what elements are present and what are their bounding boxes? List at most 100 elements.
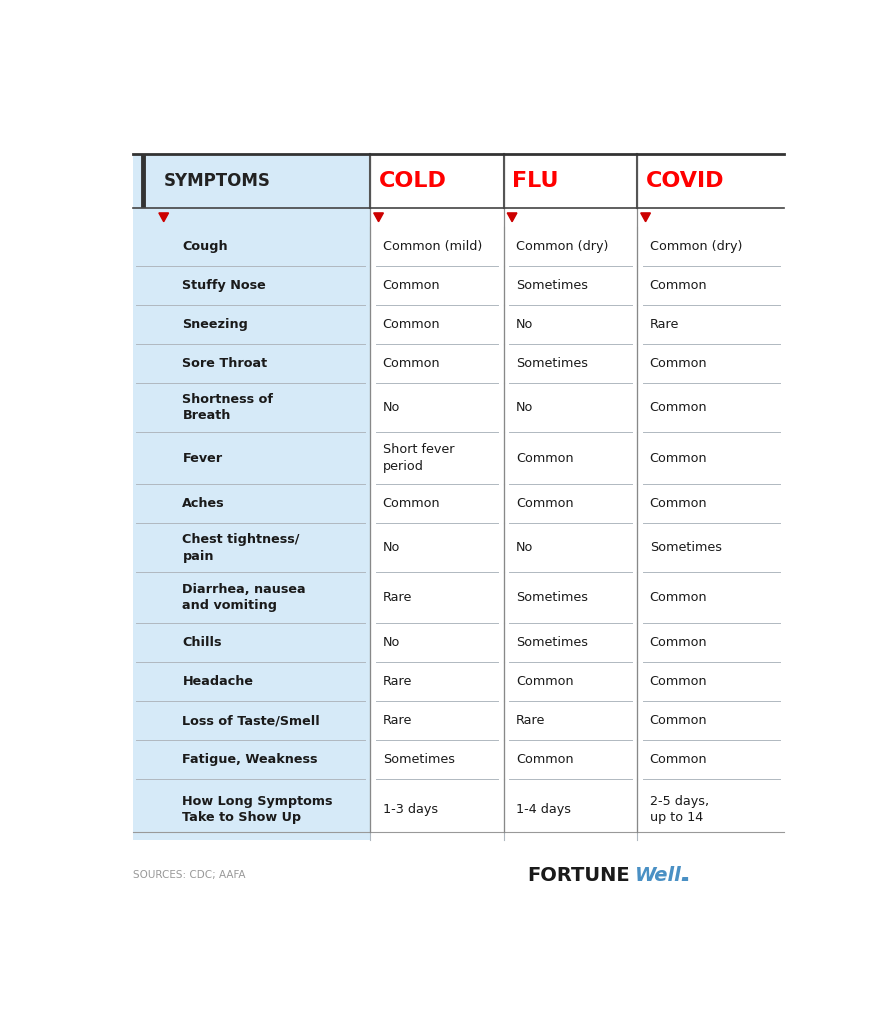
- Text: Shortness of
Breath: Shortness of Breath: [182, 393, 274, 422]
- Bar: [370, 623, 784, 662]
- Bar: [132, 780, 370, 840]
- Text: Common: Common: [516, 675, 574, 688]
- Text: Short fever
period: Short fever period: [383, 443, 454, 473]
- Text: Sneezing: Sneezing: [182, 318, 249, 331]
- Bar: [370, 208, 784, 227]
- Bar: [132, 701, 370, 740]
- Text: Stuffy Nose: Stuffy Nose: [182, 279, 266, 292]
- Text: COVID: COVID: [645, 171, 724, 191]
- Text: 2-5 days,
up to 14: 2-5 days, up to 14: [650, 795, 709, 825]
- Text: No: No: [383, 636, 401, 649]
- Text: Rare: Rare: [516, 714, 545, 727]
- Text: Sometimes: Sometimes: [516, 279, 588, 292]
- Bar: [132, 208, 370, 227]
- Text: Common: Common: [383, 357, 441, 370]
- Text: Common (mild): Common (mild): [383, 240, 482, 253]
- Bar: [370, 701, 784, 740]
- Text: Common: Common: [650, 279, 707, 292]
- Polygon shape: [641, 213, 651, 222]
- Bar: [370, 344, 784, 383]
- Text: Headache: Headache: [182, 675, 253, 688]
- Text: Common: Common: [650, 636, 707, 649]
- Bar: [132, 572, 370, 623]
- Text: No: No: [383, 401, 401, 414]
- Polygon shape: [507, 213, 517, 222]
- Bar: [132, 524, 370, 572]
- Bar: [132, 266, 370, 305]
- Text: Common: Common: [650, 497, 707, 510]
- Bar: [370, 740, 784, 780]
- Bar: [132, 485, 370, 524]
- Text: Chest tightness/
pain: Chest tightness/ pain: [182, 533, 299, 563]
- Polygon shape: [159, 213, 169, 222]
- Text: Common: Common: [650, 753, 707, 766]
- Text: Common (dry): Common (dry): [650, 240, 742, 253]
- Text: Common: Common: [650, 675, 707, 688]
- Text: No: No: [516, 318, 534, 331]
- Text: Common: Common: [650, 357, 707, 370]
- Polygon shape: [374, 213, 384, 222]
- Text: Common: Common: [650, 591, 707, 605]
- Text: Aches: Aches: [182, 497, 225, 510]
- Text: Well.: Well.: [635, 865, 689, 885]
- Text: FLU: FLU: [512, 171, 559, 191]
- Text: COLD: COLD: [378, 171, 446, 191]
- Bar: [132, 344, 370, 383]
- Text: .: .: [682, 865, 690, 885]
- Text: Sometimes: Sometimes: [516, 357, 588, 370]
- Text: Common: Common: [383, 318, 441, 331]
- Bar: [370, 432, 784, 485]
- Text: Common: Common: [516, 497, 574, 510]
- Text: Sometimes: Sometimes: [650, 541, 721, 554]
- Bar: [370, 266, 784, 305]
- Bar: [132, 383, 370, 432]
- Text: Chills: Chills: [182, 636, 222, 649]
- Text: Common: Common: [650, 714, 707, 727]
- Text: Rare: Rare: [650, 318, 679, 331]
- Text: Common: Common: [383, 279, 441, 292]
- Text: Common: Common: [383, 497, 441, 510]
- Text: Diarrhea, nausea
and vomiting: Diarrhea, nausea and vomiting: [182, 583, 306, 613]
- Text: Common (dry): Common (dry): [516, 240, 609, 253]
- Text: Sometimes: Sometimes: [516, 636, 588, 649]
- Text: Cough: Cough: [182, 240, 228, 253]
- Bar: [132, 227, 370, 266]
- Bar: [132, 662, 370, 701]
- Text: No: No: [516, 401, 534, 414]
- Bar: [370, 154, 784, 208]
- Text: Rare: Rare: [383, 675, 412, 688]
- Text: Loss of Taste/Smell: Loss of Taste/Smell: [182, 714, 320, 727]
- Bar: [370, 524, 784, 572]
- Bar: [132, 432, 370, 485]
- Bar: [370, 383, 784, 432]
- Bar: [132, 623, 370, 662]
- Bar: [132, 305, 370, 344]
- Bar: [132, 154, 370, 208]
- Text: Common: Common: [650, 401, 707, 414]
- Text: SYMPTOMS: SYMPTOMS: [164, 172, 271, 190]
- Text: Common: Common: [516, 753, 574, 766]
- Text: 1-4 days: 1-4 days: [516, 803, 571, 815]
- Text: No: No: [516, 541, 534, 554]
- Text: How Long Symptoms
Take to Show Up: How Long Symptoms Take to Show Up: [182, 795, 333, 825]
- Text: SOURCES: CDC; AAFA: SOURCES: CDC; AAFA: [132, 870, 245, 880]
- Bar: [370, 227, 784, 266]
- Bar: [370, 485, 784, 524]
- Bar: [370, 305, 784, 344]
- Bar: [370, 662, 784, 701]
- Bar: [370, 572, 784, 623]
- Text: Rare: Rare: [383, 714, 412, 727]
- Bar: [132, 740, 370, 780]
- Bar: [370, 780, 784, 840]
- Text: Fatigue, Weakness: Fatigue, Weakness: [182, 753, 318, 766]
- Text: No: No: [383, 541, 401, 554]
- Text: 1-3 days: 1-3 days: [383, 803, 438, 815]
- Text: Fever: Fever: [182, 451, 223, 464]
- Text: Sometimes: Sometimes: [516, 591, 588, 605]
- Text: Sore Throat: Sore Throat: [182, 357, 267, 370]
- Text: Common: Common: [516, 451, 574, 464]
- Text: Rare: Rare: [383, 591, 412, 605]
- Text: Sometimes: Sometimes: [383, 753, 455, 766]
- Text: FORTUNE: FORTUNE: [527, 865, 630, 885]
- Text: Common: Common: [650, 451, 707, 464]
